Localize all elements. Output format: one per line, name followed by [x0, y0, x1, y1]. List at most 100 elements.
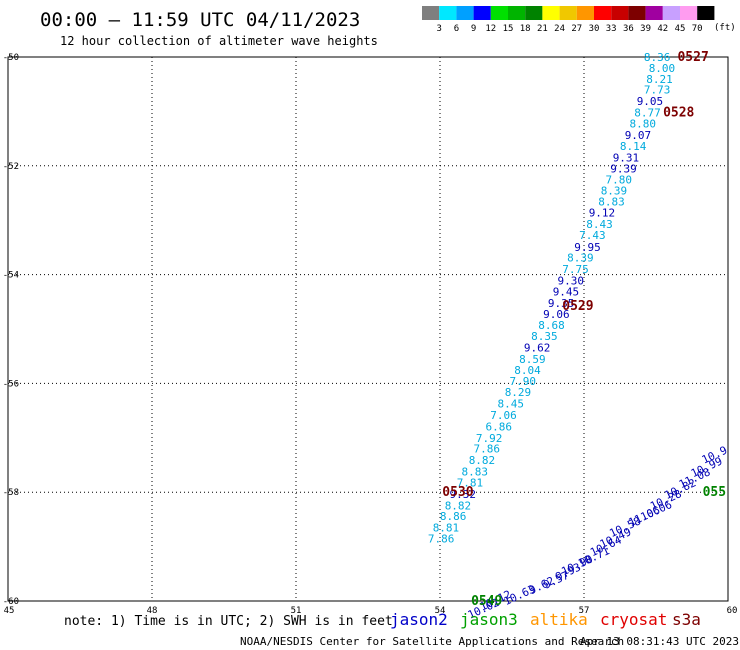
y-tick-label: -54 [3, 271, 19, 281]
colorbar-swatch [680, 6, 698, 20]
pass-id-label: 0529 [562, 299, 593, 314]
satellite-legend-altika: altika [530, 610, 588, 629]
swh-value-track1: 8.35 [531, 330, 558, 343]
y-tick-label: -58 [3, 488, 19, 498]
swh-value-track1: 9.30 [558, 275, 585, 288]
swh-value-track1: 8.80 [630, 117, 657, 130]
colorbar-label: 70 [692, 24, 703, 34]
colorbar-swatch [473, 6, 491, 20]
y-tick-labels: -50 -52 -54 -56 -58 -60 [3, 53, 19, 607]
colorbar-swatch [594, 6, 612, 20]
swh-value-track1: 8.86 [440, 510, 467, 523]
satellite-legend-s3a: s3a [672, 610, 701, 629]
swh-value-track1: 8.82 [469, 454, 496, 467]
swh-value-track1: 9.39 [610, 163, 637, 176]
swh-value-track1: 8.36 [644, 51, 671, 64]
swh-value-track1: 9.35 [548, 297, 575, 310]
swh-value-track1: 9.45 [553, 285, 580, 298]
swh-value-track1: 8.00 [649, 62, 676, 75]
colorbar-label: 9 [471, 24, 476, 34]
colorbar-swatch [662, 6, 680, 20]
footer-credit: NOAA/NESDIS Center for Satellite Applica… [240, 635, 624, 648]
swh-value-track1: 7.86 [428, 532, 455, 545]
satellite-legend-jason3: jason3 [460, 610, 518, 629]
colorbar-unit: (ft) [714, 23, 736, 33]
pass-labels: 0527 0528 0529 0530 0549 055 [442, 50, 726, 609]
swh-value-track1: 9.95 [574, 241, 601, 254]
colorbar-label: 12 [485, 24, 496, 34]
swh-value-track1: 9.06 [543, 308, 570, 321]
swh-value-track1: 8.83 [462, 466, 489, 479]
colorbar-swatch [576, 6, 594, 20]
data-marks: 8.368.008.217.739.058.778.809.078.149.31… [428, 51, 729, 622]
colorbar-label: 3 [436, 24, 441, 34]
colorbar-swatch [456, 6, 474, 20]
colorbar-label: 21 [537, 24, 548, 34]
swh-value-track1: 8.59 [519, 353, 546, 366]
colorbar-label: 42 [657, 24, 668, 34]
plot-frame [7, 56, 729, 602]
colorbar-label: 39 [640, 24, 651, 34]
colorbar-swatch [525, 6, 543, 20]
swh-value-track1: 7.73 [644, 84, 671, 97]
swh-value-track1: 8.43 [586, 218, 613, 231]
colorbar-label: 30 [589, 24, 600, 34]
colorbar: 3 6 9 12 15 18 21 24 27 30 33 36 39 42 45 70 [422, 6, 715, 34]
y-tick-label: -50 [3, 53, 19, 63]
swh-value-track1: 8.83 [598, 196, 625, 209]
colorbar-swatch [508, 6, 526, 20]
pass-id-label: 0528 [663, 105, 694, 120]
swh-value-track1: 8.04 [514, 364, 541, 377]
swh-value-track1: 8.77 [634, 106, 661, 119]
swh-value-track1: 9.07 [625, 129, 652, 142]
swh-value-track1: 8.14 [620, 140, 647, 153]
colorbar-swatch [645, 6, 663, 20]
colorbar-swatch [542, 6, 560, 20]
colorbar-swatch [559, 6, 577, 20]
swh-value-track1: 8.21 [646, 73, 673, 86]
y-tick-label: -60 [3, 597, 19, 607]
x-tick-label: 57 [579, 606, 590, 616]
colorbar-swatch [490, 6, 508, 20]
satellite-legend: jason2 jason3 altika cryosat s3a [390, 610, 701, 629]
x-tick-label: 54 [435, 606, 446, 616]
pass-id-label: 055 [703, 485, 726, 500]
x-tick-label: 60 [727, 606, 738, 616]
swh-value-track1: 8.82 [445, 499, 472, 512]
swh-value-track1: 8.39 [601, 184, 628, 197]
chart-title: 00:00 – 11:59 UTC 04/11/2023 [40, 9, 360, 31]
swh-value-track1: 7.75 [562, 263, 589, 276]
colorbar-label: 18 [520, 24, 531, 34]
pass-id-label: 0530 [442, 485, 473, 500]
x-tick-label: 48 [147, 606, 158, 616]
swh-value-track1: 8.81 [433, 522, 460, 535]
colorbar-label: 36 [623, 24, 634, 34]
swh-value-track1: 7.80 [606, 173, 633, 186]
colorbar-label: 6 [454, 24, 459, 34]
swh-value-track1: 8.68 [538, 319, 565, 332]
x-tick-label: 51 [291, 606, 302, 616]
swh-value-track1: 6.86 [486, 420, 513, 433]
swh-value-track1: 9.12 [589, 207, 616, 220]
colorbar-label: 24 [554, 24, 565, 34]
swh-value-track1: 7.92 [476, 432, 503, 445]
colorbar-swatch [611, 6, 629, 20]
swh-value-track1: 7.81 [457, 476, 484, 489]
pass-id-label: 0549 [471, 594, 502, 609]
colorbar-label: 27 [571, 24, 582, 34]
x-tick-label: 45 [4, 606, 15, 616]
swh-value-track1: 7.86 [474, 443, 501, 456]
swh-value-track1: 9.05 [637, 95, 664, 108]
footnote: note: 1) Time is in UTC; 2) SWH is in fe… [64, 614, 393, 629]
swh-value-track1: 9.31 [613, 152, 640, 165]
colorbar-label: 15 [503, 24, 514, 34]
swh-value-track1: 8.39 [567, 252, 594, 265]
satellite-legend-jason2: jason2 [390, 610, 448, 629]
swh-value-track1: 9.32 [450, 488, 477, 501]
colorbar-label: 45 [675, 24, 686, 34]
y-tick-label: -52 [3, 162, 19, 172]
chart-subtitle: 12 hour collection of altimeter wave hei… [60, 34, 378, 48]
swh-value-track1: 7.43 [579, 229, 606, 242]
colorbar-label: 33 [606, 24, 617, 34]
